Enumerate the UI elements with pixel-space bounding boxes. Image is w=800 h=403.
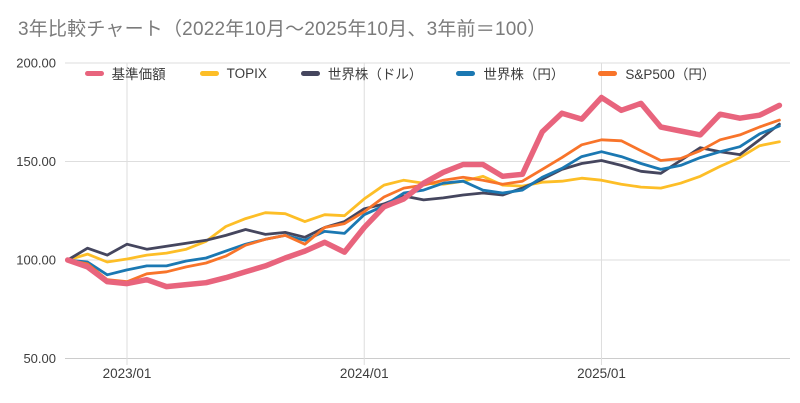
y-axis-tick-label: 50.00: [23, 351, 56, 366]
legend-swatch-world-jpy: [456, 70, 476, 76]
legend-swatch-topix: [199, 70, 219, 76]
y-axis-tick-label: 150.00: [16, 154, 56, 169]
legend-label-sp500-jpy: S&P500（円）: [625, 67, 716, 82]
x-axis-tick-label: 2025/01: [577, 366, 626, 381]
x-axis-tick-label: 2024/01: [340, 366, 389, 381]
legend-item-sp500-jpy[interactable]: S&P500（円）: [598, 63, 715, 83]
legend-item-fund[interactable]: 基準価額: [84, 63, 166, 83]
legend-swatch-world-usd: [300, 70, 320, 76]
chart-title: 3年比較チャート（2022年10月～2025年10月、3年前＝100）: [18, 19, 547, 40]
legend-item-topix[interactable]: TOPIX: [199, 65, 267, 81]
legend-item-world-usd[interactable]: 世界株（ドル）: [300, 63, 423, 83]
series-line-fund: [64, 94, 783, 290]
legend-label-world-jpy: 世界株（円）: [483, 67, 565, 82]
y-axis-tick-label: 100.00: [16, 253, 56, 268]
series-line-world-jpy: [66, 124, 781, 277]
legend-label-world-usd: 世界株（ドル）: [327, 67, 423, 82]
series-line-world-usd: [66, 122, 781, 262]
legend-swatch-sp500-jpy: [598, 70, 618, 76]
legend-label-topix: TOPIX: [226, 65, 267, 81]
x-axis-tick-label: 2023/01: [103, 366, 152, 381]
legend-label-fund: 基準価額: [111, 67, 166, 82]
legend-item-world-jpy[interactable]: 世界株（円）: [456, 63, 564, 83]
legend-swatch-fund: [84, 70, 104, 76]
y-axis-tick-label: 200.00: [16, 56, 56, 71]
chart-legend: 基準価額 TOPIX 世界株（ドル） 世界株（円） S&P500（円）: [40, 63, 760, 83]
